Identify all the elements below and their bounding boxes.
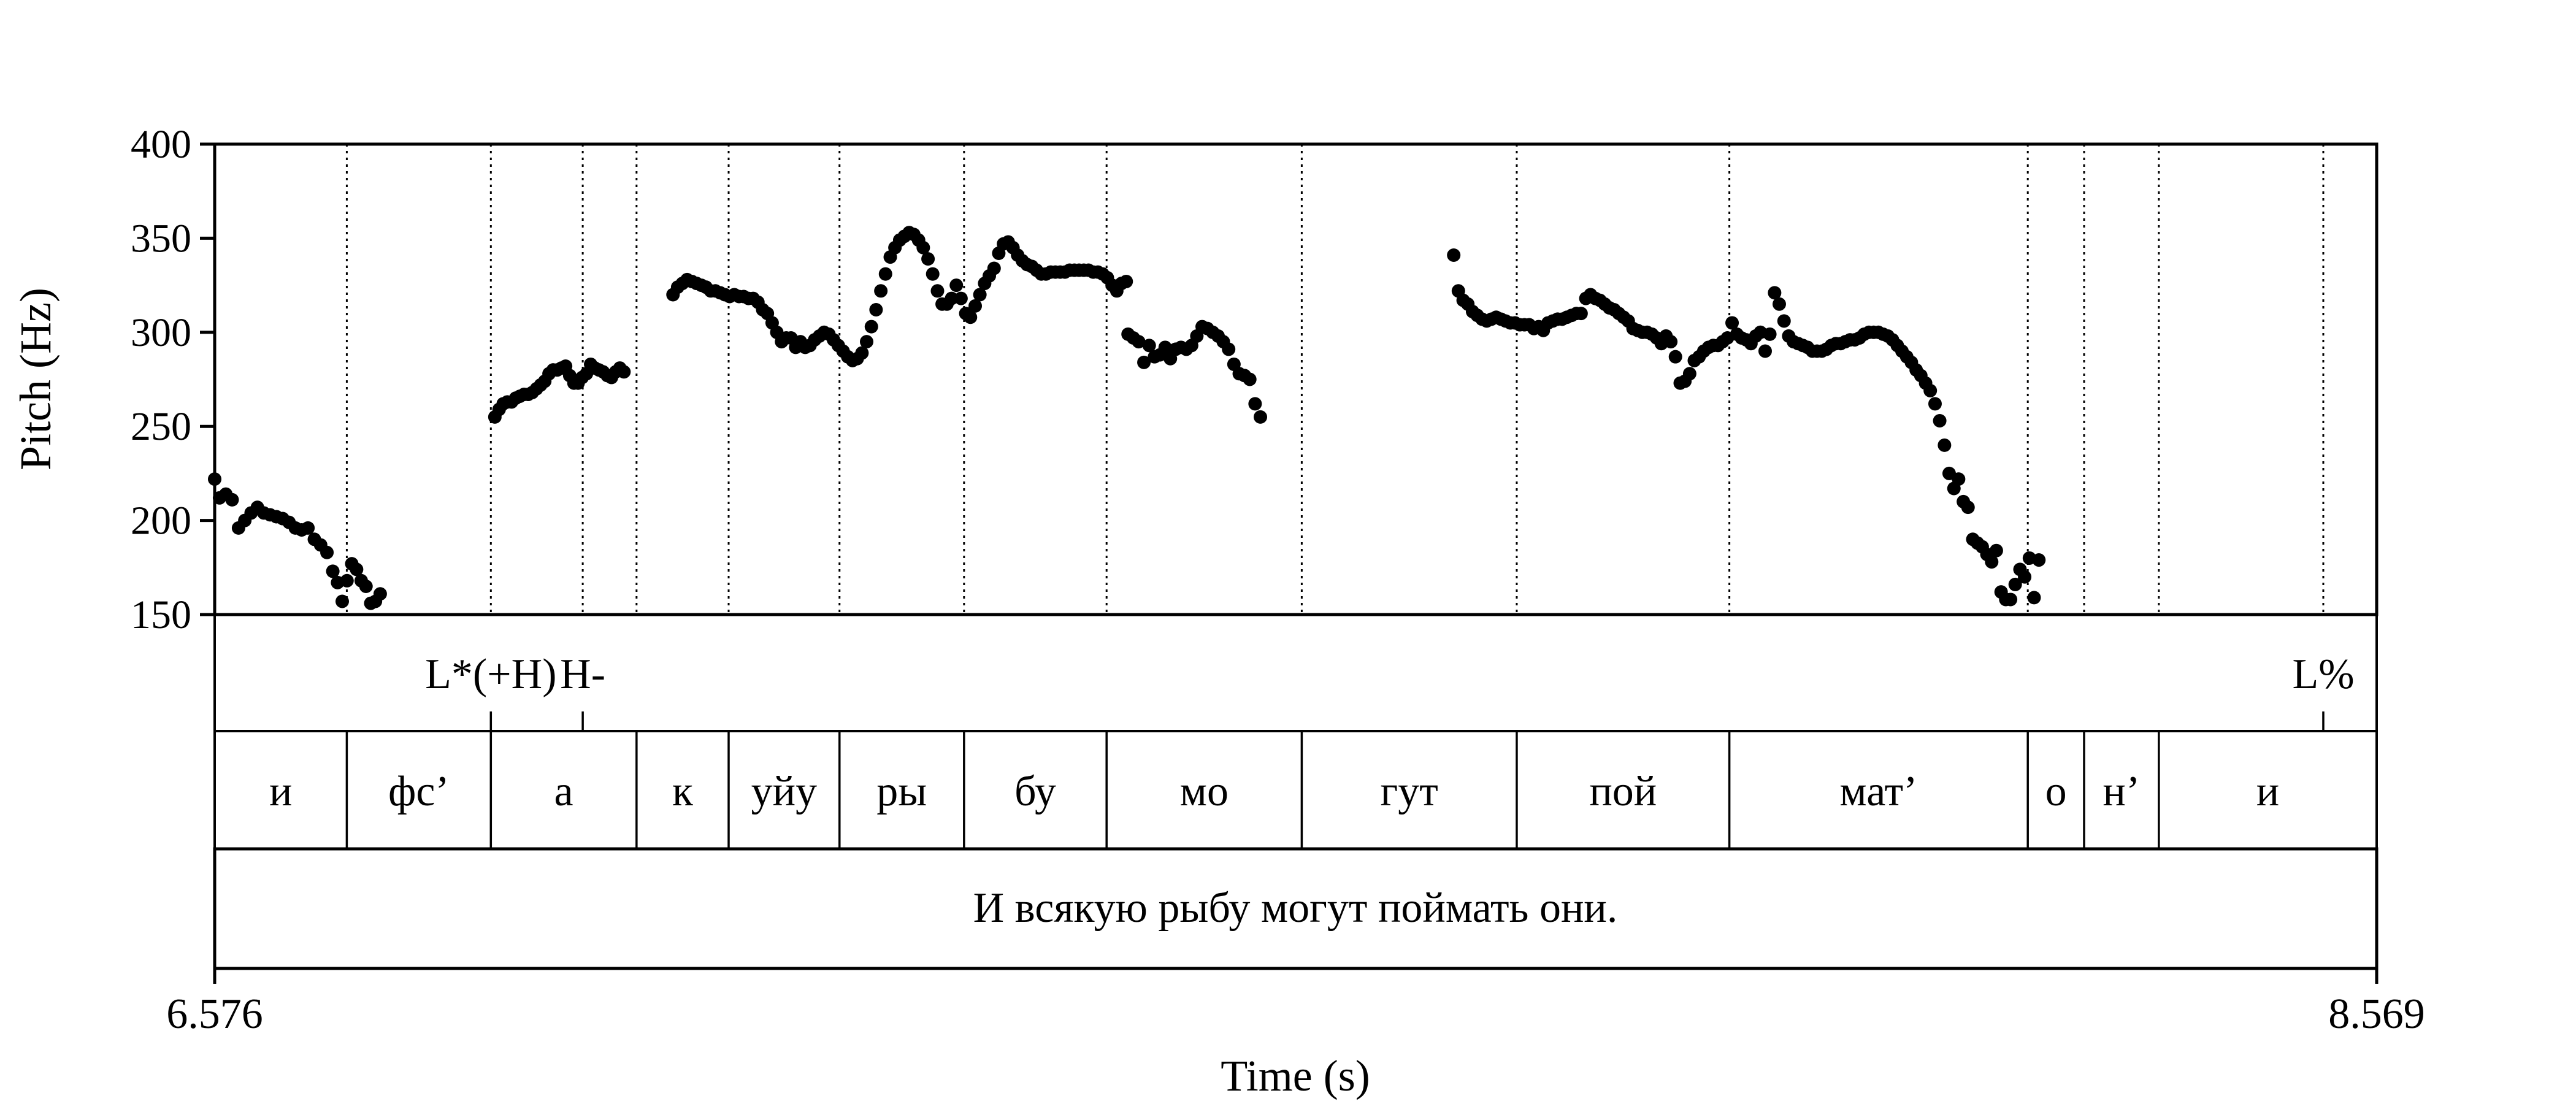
pitch-point-3-3 bbox=[1137, 355, 1151, 369]
pitch-point-3-24 bbox=[1248, 397, 1262, 411]
y-axis-label: Pitch (Hz) bbox=[11, 288, 60, 470]
pitch-point-2-44 bbox=[874, 284, 888, 298]
pitch-point-4-109 bbox=[1961, 500, 1975, 515]
pitch-point-4-119 bbox=[2008, 577, 2022, 591]
pitch-point-0-22 bbox=[340, 573, 354, 588]
pitch-point-0-0 bbox=[208, 472, 221, 486]
x-axis-label: Time (s) bbox=[1221, 1051, 1370, 1100]
syllable-label-10: мат’ bbox=[1839, 768, 1917, 815]
pitch-point-4-102 bbox=[1928, 397, 1942, 411]
pitch-point-4-67 bbox=[1763, 327, 1777, 341]
pitch-point-3-2 bbox=[1132, 335, 1146, 349]
pitch-point-2-64 bbox=[968, 299, 983, 313]
pitch-point-4-50 bbox=[1682, 367, 1696, 381]
pitch-point-2-96 bbox=[1119, 274, 1133, 288]
pitch-point-4-47 bbox=[1668, 350, 1682, 364]
pitch-point-0-15 bbox=[301, 521, 315, 535]
pitch-point-0-24 bbox=[350, 562, 364, 577]
pitch-point-3-23 bbox=[1243, 372, 1257, 386]
pitch-point-2-43 bbox=[869, 302, 883, 316]
syllable-label-11: о bbox=[2045, 768, 2067, 815]
syllable-label-4: уйу bbox=[751, 768, 817, 815]
y-tick-label-350: 350 bbox=[131, 216, 191, 261]
pitch-point-2-59 bbox=[945, 291, 959, 305]
pitch-point-2-65 bbox=[973, 288, 987, 302]
y-tick-label-300: 300 bbox=[131, 310, 191, 355]
pitch-point-2-40 bbox=[855, 346, 869, 360]
pitch-point-4-46 bbox=[1664, 335, 1678, 349]
pitch-point-4-118 bbox=[2004, 592, 2018, 607]
pitch-point-2-63 bbox=[964, 310, 978, 324]
pitch-point-4-115 bbox=[1989, 543, 2003, 558]
pitch-point-4-66 bbox=[1758, 344, 1772, 358]
pitch-point-2-56 bbox=[930, 284, 945, 298]
pitch-point-4-59 bbox=[1725, 316, 1739, 330]
pitch-point-4-27 bbox=[1574, 307, 1588, 321]
pitch-point-2-60 bbox=[949, 278, 964, 293]
pitch-point-2-61 bbox=[954, 291, 968, 305]
pitch-point-0-21 bbox=[335, 594, 349, 608]
pitch-point-2-68 bbox=[987, 261, 1001, 275]
pitch-point-0-3 bbox=[225, 493, 239, 507]
syllable-label-0: и bbox=[269, 768, 292, 815]
pitch-point-4-104 bbox=[1938, 438, 1952, 452]
syllable-label-12: н’ bbox=[2103, 768, 2141, 815]
y-tick-label-150: 150 bbox=[131, 592, 191, 637]
pitch-point-3-25 bbox=[1254, 410, 1268, 424]
syllable-label-7: мо bbox=[1180, 768, 1229, 815]
pitch-point-4-124 bbox=[2032, 553, 2046, 567]
x-start-label: 6.576 bbox=[166, 991, 263, 1038]
pitch-point-3-7 bbox=[1158, 340, 1172, 355]
pitch-point-2-53 bbox=[916, 240, 930, 255]
tone-label-2: L% bbox=[2292, 651, 2354, 698]
boundary-lines bbox=[345, 144, 2160, 849]
y-tick-label-200: 200 bbox=[131, 499, 191, 543]
pitch-point-4-69 bbox=[1772, 297, 1786, 311]
pitch-point-0-19 bbox=[326, 564, 340, 578]
pitch-point-2-55 bbox=[926, 267, 940, 281]
pitch-point-4-121 bbox=[2018, 570, 2032, 584]
pitch-point-4-123 bbox=[2027, 591, 2041, 605]
syllable-label-1: фс’ bbox=[388, 768, 450, 815]
pitch-point-4-70 bbox=[1777, 314, 1791, 328]
y-tick-label-400: 400 bbox=[131, 122, 191, 167]
pitch-point-4-114 bbox=[1985, 555, 1999, 569]
pitch-points bbox=[208, 226, 2046, 610]
pitch-point-0-18 bbox=[320, 545, 334, 559]
syllable-label-2: а bbox=[554, 768, 573, 815]
pitch-point-4-68 bbox=[1768, 286, 1782, 300]
y-axis: 150 200 250 300 350 400 bbox=[131, 122, 215, 637]
pitch-point-4-107 bbox=[1952, 472, 1966, 486]
pitch-point-2-54 bbox=[921, 252, 935, 266]
pitch-point-1-31 bbox=[617, 365, 631, 379]
pitch-point-4-103 bbox=[1933, 413, 1947, 427]
pitch-point-4-0 bbox=[1447, 248, 1461, 263]
pitch-point-2-42 bbox=[864, 320, 878, 334]
pitch-point-0-26 bbox=[359, 579, 373, 593]
pitch-point-2-41 bbox=[859, 335, 873, 349]
syllable-labels: и фс’ а к уйу ры бу мо гут пой мат’ о н’ и bbox=[269, 768, 2279, 815]
syllable-label-3: к bbox=[672, 768, 694, 815]
syllable-label-8: гут bbox=[1381, 768, 1438, 815]
pitch-point-3-19 bbox=[1222, 342, 1236, 356]
tone-label-1: H- bbox=[560, 651, 605, 698]
syllable-label-9: пой bbox=[1589, 768, 1657, 815]
sentence-label: И всякую рыбу могут поймать они. bbox=[973, 884, 1618, 932]
pitch-point-3-4 bbox=[1142, 339, 1156, 353]
y-tick-label-250: 250 bbox=[131, 404, 191, 449]
pitch-point-4-101 bbox=[1923, 383, 1938, 397]
pitch-point-0-29 bbox=[373, 587, 387, 601]
syllable-label-5: ры bbox=[876, 768, 927, 815]
syllable-label-6: бу bbox=[1014, 768, 1056, 815]
syllable-label-13: и bbox=[2256, 768, 2279, 815]
x-end-label: 8.569 bbox=[2328, 991, 2425, 1038]
sentence-tier-frame bbox=[213, 847, 2379, 970]
tone-labels: L*(+H) H- L% bbox=[425, 144, 2355, 731]
tone-label-0: L*(+H) bbox=[425, 651, 556, 698]
pitch-point-2-45 bbox=[878, 267, 892, 281]
